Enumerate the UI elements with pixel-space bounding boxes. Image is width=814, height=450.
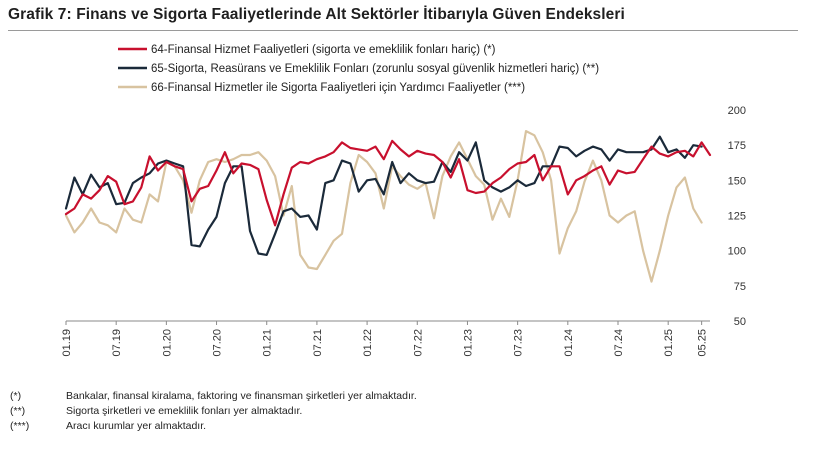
y-tick-label: 150 (728, 175, 746, 187)
series-line (64, 139, 712, 227)
x-tick-label: 05.25 (697, 329, 709, 357)
x-axis: 01.19 07.19 01.20 07.20 01.21 07.21 01.22 07.22… (61, 320, 710, 357)
x-tick-label: 01.19 (61, 329, 73, 357)
footnotes: (*) Bankalar, finansal kiralama, faktorin… (10, 389, 417, 434)
footnote-text: Sigorta şirketleri ve emeklilik fonları … (66, 405, 303, 417)
x-tick-label: 01.20 (161, 329, 173, 357)
series-line (64, 135, 703, 256)
x-tick-label: 07.22 (412, 329, 424, 357)
footnote-mark: (*) (10, 390, 22, 402)
legend: 64-Finansal Hizmet Faaliyetleri (sigorta… (118, 44, 599, 94)
series-layer (64, 130, 712, 283)
footnote-text: Aracı kurumlar yer almaktadır. (66, 420, 207, 432)
chart-title: Grafik 7: Finans ve Sigorta Faaliyetleri… (8, 6, 625, 23)
x-tick-label: 01.25 (663, 329, 675, 357)
footnote: (**) Sigorta şirketleri ve emeklilik fonl… (10, 404, 417, 419)
footnote-mark: (**) (10, 405, 26, 417)
legend-label: 66-Finansal Hizmetler ile Sigorta Faaliy… (151, 82, 525, 94)
series-line (64, 130, 703, 283)
footnote: (*) Bankalar, finansal kiralama, faktorin… (10, 389, 417, 404)
chart: 64-Finansal Hizmet Faaliyetleri (sigorta… (61, 44, 746, 357)
y-axis: 50 75 100 125 150 175 200 (728, 105, 746, 328)
legend-label: 65-Sigorta, Reasürans ve Emeklilik Fonla… (151, 63, 599, 75)
x-tick-label: 07.19 (111, 329, 123, 357)
x-tick-label: 01.23 (462, 329, 474, 357)
footnote: (***) Aracı kurumlar yer almaktadır. (10, 419, 417, 434)
x-tick-label: 07.24 (613, 329, 625, 357)
x-tick-label: 07.20 (212, 329, 224, 357)
legend-label: 64-Finansal Hizmet Faaliyetleri (sigorta… (151, 44, 496, 56)
title-divider (8, 30, 798, 31)
x-tick-label: 01.22 (362, 329, 374, 357)
y-tick-label: 125 (728, 211, 746, 223)
y-tick-label: 175 (728, 140, 746, 152)
footnote-text: Bankalar, finansal kiralama, faktoring v… (66, 390, 417, 402)
x-tick-label: 07.23 (513, 329, 525, 357)
x-tick-label: 01.21 (262, 329, 274, 357)
y-tick-label: 50 (734, 316, 746, 328)
footnote-mark: (***) (10, 420, 30, 432)
y-tick-label: 100 (728, 246, 746, 258)
x-tick-label: 07.21 (312, 329, 324, 357)
y-tick-label: 75 (734, 281, 746, 293)
x-tick-label: 01.24 (563, 329, 575, 357)
y-tick-label: 200 (728, 105, 746, 117)
